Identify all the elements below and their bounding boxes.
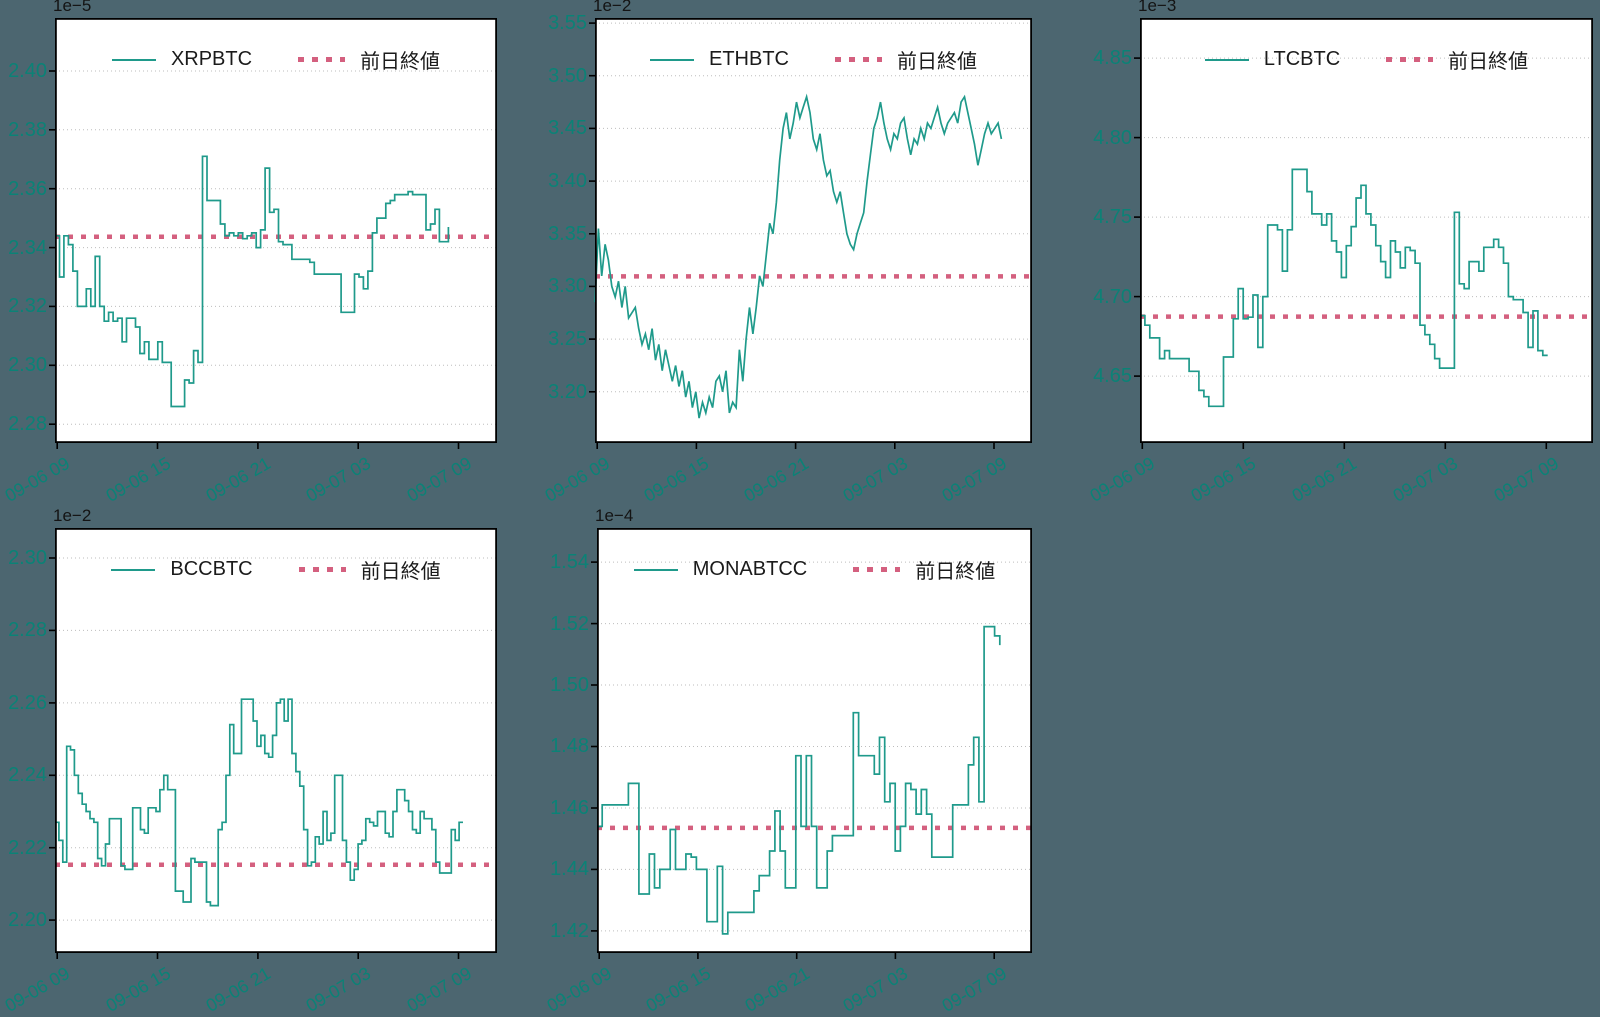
x-tick-label: 09-07 03 xyxy=(302,453,375,506)
axis-offset-label: 1e−2 xyxy=(53,506,92,525)
x-tick-label: 09-07 03 xyxy=(302,963,375,1016)
x-tick-label: 09-06 21 xyxy=(202,963,274,1016)
y-tick-label: 2.20 xyxy=(8,909,47,932)
x-tick-label: 09-06 09 xyxy=(543,963,616,1016)
chart-panel-ltcbtc: 1e−3 LTCBTC 前日終値 4.85 4.80 4.75 4.70 4.65 09-… xyxy=(1087,0,1594,506)
y-tick-label: 2.40 xyxy=(8,59,47,82)
y-tick-label: 4.85 xyxy=(1093,47,1132,70)
x-tick-label: 09-06 09 xyxy=(1,453,74,506)
y-tick-label: 1.46 xyxy=(550,796,589,819)
y-tick-label: 2.32 xyxy=(8,295,47,318)
y-tick-label: 3.40 xyxy=(548,170,587,193)
chart-panel-bccbtc: 1e−2 BCCBTC 前日終値 2.30 2.28 2.26 2.24 2.22 2.2… xyxy=(2,506,498,1016)
axis-offset-label: 1e−3 xyxy=(1138,0,1177,15)
plot-area: ETHBTC 前日終値 xyxy=(589,17,1033,449)
x-tick-label: 09-06 21 xyxy=(740,453,812,506)
y-tick-label: 2.30 xyxy=(8,354,47,377)
x-tick-label: 09-07 03 xyxy=(1389,453,1462,506)
price-line-chart xyxy=(1134,17,1594,449)
x-tick-label: 09-07 09 xyxy=(938,963,1011,1016)
x-tick-label: 09-06 09 xyxy=(541,453,614,506)
plot-area: BCCBTC 前日終値 xyxy=(49,527,498,959)
price-line-chart xyxy=(49,527,498,959)
y-tick-label: 3.25 xyxy=(548,328,587,351)
chart-panel-ethbtc: 1e−2 ETHBTC 前日終値 3.55 3.50 3.45 3.40 3.35 3.3… xyxy=(542,0,1033,506)
y-tick-label: 2.24 xyxy=(8,764,47,787)
price-line-chart xyxy=(589,17,1033,449)
y-tick-label: 1.48 xyxy=(550,735,589,758)
y-tick-label: 4.75 xyxy=(1093,206,1132,229)
y-tick-label: 3.55 xyxy=(548,12,587,35)
y-tick-label: 2.36 xyxy=(8,177,47,200)
chart-panel-monabtcc: 1e−4 MONABTCC 前日終値 1.54 1.52 1.50 1.48 1.46 1… xyxy=(544,506,1033,1016)
price-line-chart xyxy=(591,527,1033,959)
y-tick-label: 3.45 xyxy=(548,117,587,140)
x-tick-label: 09-07 09 xyxy=(1490,453,1563,506)
y-tick-label: 2.26 xyxy=(8,691,47,714)
x-tick-label: 09-06 09 xyxy=(1086,453,1159,506)
x-tick-label: 09-06 21 xyxy=(1288,453,1361,506)
plot-area: XRPBTC 前日終値 xyxy=(49,17,498,449)
y-tick-label: 2.38 xyxy=(8,118,47,141)
y-tick-label: 4.70 xyxy=(1093,285,1132,308)
chart-panel-xrpbtc: 1e−5 XRPBTC 前日終値 2.40 2.38 2.36 2.34 2.32 2.3… xyxy=(2,0,498,506)
x-tick-label: 09-06 21 xyxy=(741,963,813,1016)
x-tick-label: 09-07 09 xyxy=(402,453,475,506)
y-tick-label: 4.65 xyxy=(1093,365,1132,388)
x-tick-label: 09-06 15 xyxy=(101,963,174,1016)
axis-offset-label: 1e−2 xyxy=(593,0,632,15)
y-tick-label: 1.42 xyxy=(550,919,589,942)
y-tick-label: 1.54 xyxy=(550,551,589,574)
plot-area: LTCBTC 前日終値 xyxy=(1134,17,1594,449)
x-tick-label: 09-06 09 xyxy=(1,963,74,1016)
price-line-chart xyxy=(49,17,498,449)
plot-area: MONABTCC 前日終値 xyxy=(591,527,1033,959)
x-tick-label: 09-06 15 xyxy=(101,453,174,506)
y-tick-label: 2.28 xyxy=(8,413,47,436)
y-tick-label: 2.28 xyxy=(8,619,47,642)
y-tick-label: 3.35 xyxy=(548,222,587,245)
x-tick-label: 09-07 03 xyxy=(839,453,911,506)
x-tick-label: 09-06 15 xyxy=(642,963,714,1016)
x-tick-label: 09-06 21 xyxy=(202,453,274,506)
y-tick-label: 4.80 xyxy=(1093,126,1132,149)
y-tick-label: 3.50 xyxy=(548,64,587,87)
x-tick-label: 09-06 15 xyxy=(1187,453,1260,506)
x-tick-label: 09-07 03 xyxy=(839,963,912,1016)
y-tick-label: 1.50 xyxy=(550,674,589,697)
y-tick-label: 1.52 xyxy=(550,612,589,635)
y-tick-label: 1.44 xyxy=(550,858,589,881)
y-tick-label: 2.22 xyxy=(8,836,47,859)
x-tick-label: 09-07 09 xyxy=(938,453,1010,506)
axis-offset-label: 1e−4 xyxy=(595,506,634,525)
x-tick-label: 09-07 09 xyxy=(402,963,475,1016)
x-tick-label: 09-06 15 xyxy=(640,453,713,506)
y-tick-label: 2.30 xyxy=(8,547,47,570)
axis-offset-label: 1e−5 xyxy=(53,0,92,15)
y-tick-label: 3.20 xyxy=(548,380,587,403)
y-tick-label: 2.34 xyxy=(8,236,47,259)
y-tick-label: 3.30 xyxy=(548,275,587,298)
